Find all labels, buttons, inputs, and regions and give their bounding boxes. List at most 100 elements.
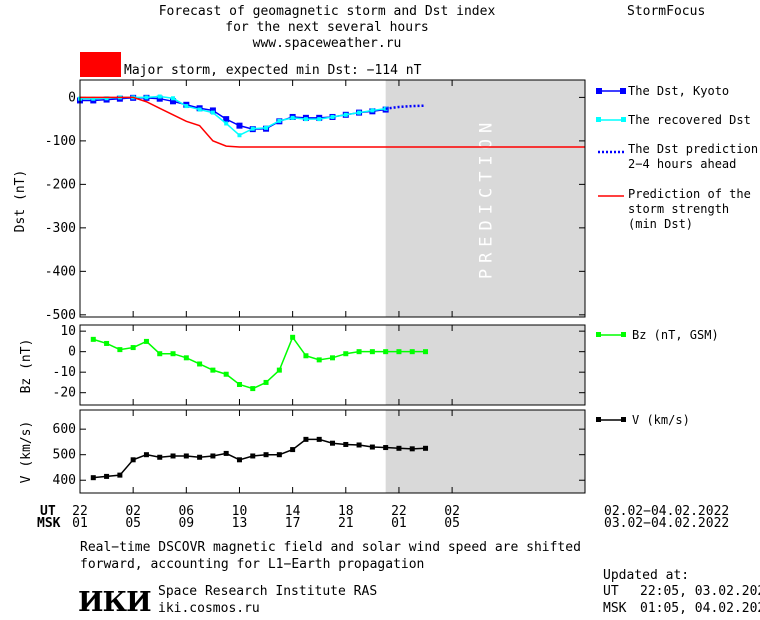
- dst-axis-label: Dst (nT): [13, 170, 28, 233]
- bz-ytick-label: 10: [60, 324, 76, 339]
- ut-tick-label: 10: [232, 504, 248, 519]
- dst-plot-frame: [79, 79, 586, 318]
- brand-name: StormFocus: [627, 4, 706, 19]
- data-point-dst_kyoto: [209, 107, 216, 114]
- data-point-v: [343, 441, 349, 447]
- ut-tick-label: 06: [178, 504, 194, 519]
- msk-label: MSK: [37, 516, 61, 531]
- bz-panel: 10 0 -10 -20 Bz (nT): [19, 324, 586, 406]
- data-point-dst_recovered: [277, 118, 282, 123]
- data-point-dst_recovered: [157, 94, 162, 99]
- data-point-v: [383, 445, 389, 451]
- bz-ytick-label: -10: [53, 365, 76, 380]
- data-point-bz: [409, 349, 415, 355]
- dst-ytick-label: -200: [45, 177, 76, 192]
- storm-status-text: Major storm, expected min Dst: −114 nT: [124, 63, 422, 78]
- v-panel: 600 500 400 V (km/s): [19, 409, 586, 494]
- series-line-v: [93, 438, 426, 479]
- msk-tick-label: 01: [391, 516, 407, 531]
- institute-url[interactable]: iki.cosmos.ru: [158, 601, 260, 616]
- data-point-dst_recovered: [144, 95, 149, 100]
- data-point-bz: [210, 367, 216, 373]
- data-point-dst_kyoto: [156, 95, 163, 102]
- data-point-bz: [143, 338, 149, 344]
- website-link[interactable]: www.spaceweather.ru: [252, 36, 402, 51]
- v-plot-frame: [79, 409, 586, 494]
- data-point-dst_kyoto: [236, 122, 243, 129]
- data-point-bz: [396, 349, 402, 355]
- series-line-dst_kyoto: [80, 97, 386, 130]
- data-point-dst_recovered: [197, 107, 202, 112]
- series-line-dst_prediction: [385, 104, 426, 110]
- prediction-band: [385, 80, 585, 317]
- data-point-bz: [276, 367, 282, 373]
- data-point-dst_recovered: [330, 114, 335, 119]
- updated-msk-label: MSK: [603, 601, 627, 616]
- dst-ytick-label: -400: [45, 264, 76, 279]
- ut-range: 02.02−04.02.2022: [604, 504, 729, 519]
- updated-ut-value: 22:05, 03.02.2022: [640, 584, 760, 599]
- data-point-v: [423, 445, 429, 451]
- legend-v-label: V (km/s): [632, 413, 690, 427]
- data-point-dst_recovered: [290, 115, 295, 120]
- bz-plot-frame: [79, 324, 586, 406]
- msk-tick-label: 17: [285, 516, 301, 531]
- propagation-note-line1: Real−time DSCOVR magnetic field and sola…: [80, 540, 581, 555]
- dst-panel: PREDICTION 0 -100 -200 -300 -400 -500 Dst (nT…: [13, 79, 586, 323]
- data-point-dst_recovered: [91, 96, 96, 101]
- chart-title-line1: Forecast of geomagnetic storm and Dst in…: [158, 4, 496, 19]
- ut-label: UT: [40, 504, 56, 519]
- legend-min-dst: Prediction of the storm strength (min Ds…: [598, 187, 751, 231]
- data-point-dst_recovered: [210, 110, 215, 115]
- data-point-v: [303, 436, 309, 442]
- data-point-dst_recovered: [184, 104, 189, 109]
- legend-dst-prediction-label-1: The Dst prediction: [628, 142, 758, 156]
- data-point-bz: [290, 334, 296, 340]
- data-point-v: [157, 454, 163, 460]
- data-point-dst_kyoto: [223, 116, 230, 123]
- legend-bz-label: Bz (nT, GSM): [632, 328, 719, 342]
- ut-tick-label: 22: [72, 504, 88, 519]
- legend-v: V (km/s): [596, 413, 690, 427]
- updated-label: Updated at:: [603, 568, 690, 583]
- data-point-v: [263, 452, 269, 458]
- msk-tick-label: 05: [444, 516, 460, 531]
- data-point-bz: [343, 351, 349, 357]
- legend: The Dst, Kyoto The recovered Dst The Dst…: [596, 84, 758, 427]
- data-point-v: [369, 444, 375, 450]
- data-point-v: [170, 453, 176, 459]
- data-point-bz: [104, 340, 110, 346]
- ut-tick-label: 02: [125, 504, 141, 519]
- data-point-bz: [117, 347, 123, 353]
- series-line-bz: [93, 335, 426, 390]
- legend-min-dst-label-1: Prediction of the: [628, 187, 751, 201]
- data-point-bz: [90, 336, 96, 342]
- v-ytick-label: 600: [53, 422, 76, 437]
- v-axis-label: V (km/s): [19, 421, 34, 484]
- bz-ytick-label: 0: [68, 345, 76, 360]
- prediction-band-v: [385, 410, 585, 493]
- data-point-dst_recovered: [317, 117, 322, 122]
- time-axis: UT MSK 02.02−04.02.2022 03.02−04.02.2022…: [37, 504, 729, 531]
- data-point-dst_recovered: [224, 121, 229, 126]
- data-point-dst_recovered: [237, 133, 242, 138]
- data-point-dst_recovered: [357, 110, 362, 115]
- data-point-bz: [263, 379, 269, 385]
- data-point-v: [276, 452, 282, 458]
- updated-msk-value: 01:05, 04.02.2022: [640, 601, 760, 616]
- legend-dst-recovered-label: The recovered Dst: [628, 113, 751, 127]
- series-line-dst_recovered: [80, 95, 386, 137]
- data-point-bz: [330, 355, 335, 361]
- legend-min-dst-label-3: (min Dst): [628, 217, 693, 231]
- v-ytick-label: 500: [53, 448, 76, 463]
- data-point-dst_recovered: [264, 125, 269, 130]
- ut-tick-label: 14: [285, 504, 301, 519]
- data-point-v: [409, 446, 415, 452]
- data-point-dst_kyoto: [170, 98, 177, 105]
- chart-title-line2: for the next several hours: [225, 20, 429, 35]
- legend-dst-recovered: The recovered Dst: [596, 113, 751, 127]
- legend-dst-prediction: The Dst prediction 2−4 hours ahead: [598, 142, 758, 171]
- bz-axis-label: Bz (nT): [19, 339, 34, 394]
- msk-tick-label: 01: [72, 516, 88, 531]
- data-point-v: [330, 440, 335, 446]
